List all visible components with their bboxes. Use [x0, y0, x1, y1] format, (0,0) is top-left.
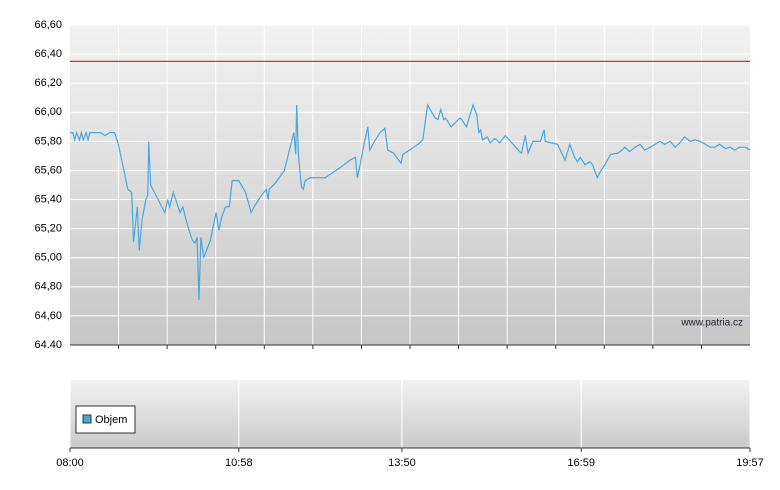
y-tick-label: 66,40	[34, 48, 62, 60]
vertical-grid	[69, 24, 751, 448]
y-tick-label: 65,80	[34, 135, 62, 147]
y-tick-label: 64.40	[34, 339, 62, 351]
price-line	[70, 103, 751, 300]
x-tick-label: 16:59	[567, 457, 595, 469]
x-tick-label: 13:50	[388, 457, 416, 469]
x-tick-label: 10:58	[225, 457, 253, 469]
y-tick-label: 66,20	[34, 77, 62, 89]
y-tick-label: 64,60	[34, 310, 62, 322]
volume-area	[70, 380, 750, 448]
legend-swatch	[82, 414, 92, 424]
legend-label: Objem	[95, 414, 127, 426]
y-tick-label: 66,60	[34, 19, 62, 31]
watermark: www.patria.cz	[680, 318, 743, 329]
x-tick-label: 19:57	[736, 457, 764, 469]
y-tick-label: 65,40	[34, 193, 62, 205]
y-tick-label: 65,00	[34, 252, 62, 264]
y-tick-label: 65,60	[34, 164, 62, 176]
y-tick-label: 65,20	[34, 223, 62, 235]
x-tick-label: 08:00	[56, 457, 84, 469]
y-tick-label: 66,00	[34, 106, 62, 118]
y-tick-label: 64,80	[34, 281, 62, 293]
